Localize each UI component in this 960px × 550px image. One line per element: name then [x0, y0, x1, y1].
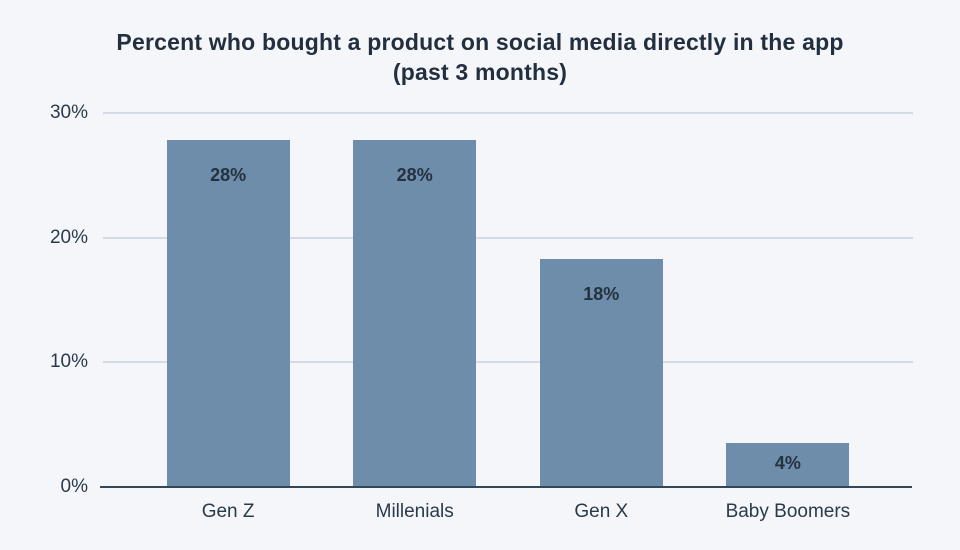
x-tick-label-baby-boomers: Baby Boomers — [725, 501, 851, 522]
bars-layer: 28% Gen Z 28% Millenials 18% Gen X 4% Baby Boom… — [103, 113, 913, 522]
bar-gen-x: 18% Gen X — [539, 258, 663, 522]
bar-value-label-gen-x: 18% — [583, 283, 620, 304]
bar-value-label-baby-boomers: 4% — [774, 452, 801, 473]
bar-millenials: 28% Millenials — [353, 140, 477, 522]
x-tick-label-gen-z: Gen Z — [201, 501, 255, 522]
bar-value-label-gen-z: 28% — [210, 165, 247, 186]
bar-baby-boomers: 4% Baby Boomers — [726, 443, 850, 522]
bar-fill-gen-x: 18% — [539, 258, 663, 487]
bar-fill-gen-z: 28% — [166, 140, 290, 487]
bar-fill-millenials: 28% — [353, 140, 477, 487]
y-tick-label-0: 0% — [60, 476, 88, 497]
y-tick-label-20: 20% — [49, 226, 88, 248]
gridline-10 — [103, 361, 913, 364]
chart-title: Percent who bought a product on social m… — [0, 27, 960, 87]
bar-gen-z: 28% Gen Z — [166, 140, 290, 522]
gridline-30 — [103, 112, 913, 114]
y-tick-label-10: 10% — [49, 351, 88, 373]
bar-fill-baby-boomers: 4% — [726, 443, 850, 487]
x-axis-line — [100, 486, 912, 488]
bar-value-label-millenials: 28% — [396, 165, 433, 186]
x-tick-label-gen-x: Gen X — [574, 501, 629, 522]
chart-title-line-2: (past 3 months) — [392, 59, 568, 85]
chart-title-line-1: Percent who bought a product on social m… — [116, 29, 844, 55]
y-tick-label-30: 30% — [49, 102, 88, 123]
x-tick-label-millenials: Millenials — [375, 501, 454, 522]
gridline-20 — [103, 236, 913, 239]
